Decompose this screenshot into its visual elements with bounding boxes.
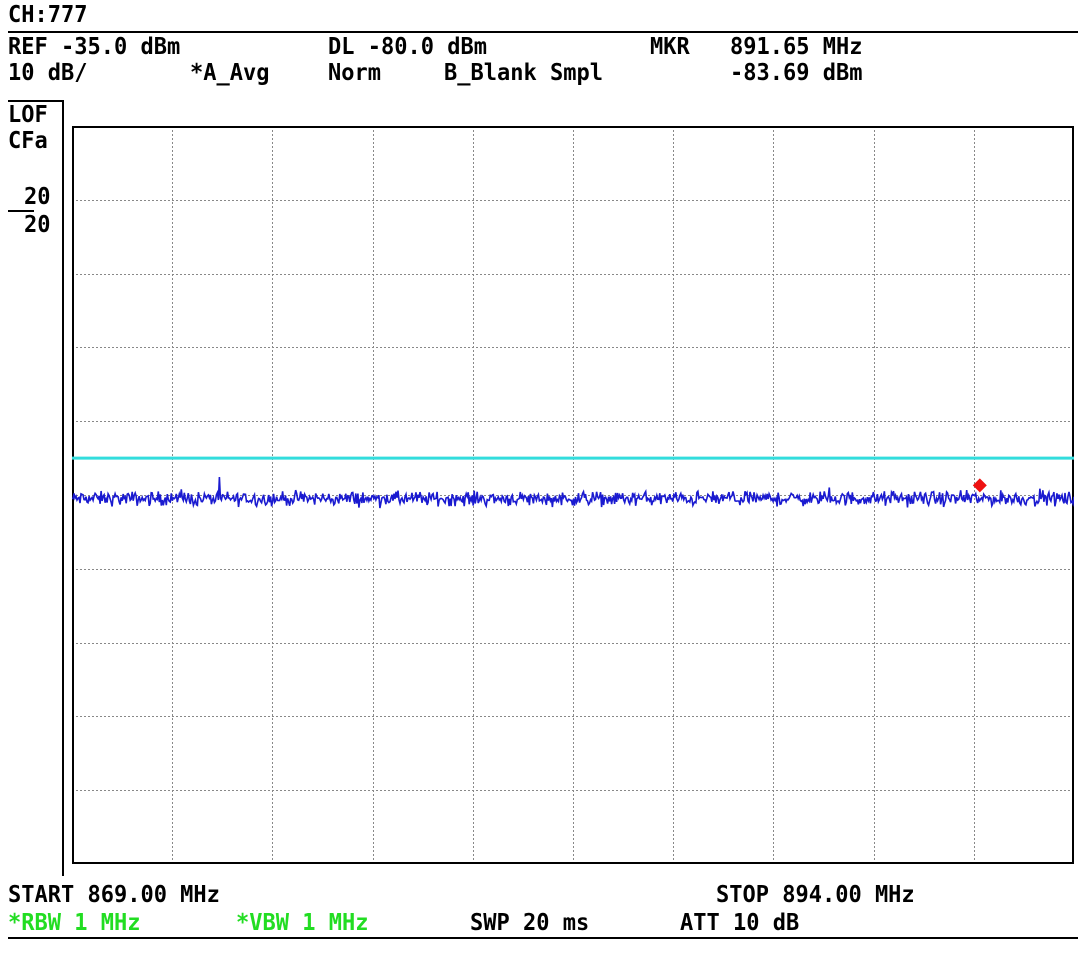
sweep-time: SWP 20 ms bbox=[470, 909, 590, 937]
resolution-bandwidth: *RBW 1 MHz bbox=[8, 909, 141, 937]
average-count-divider bbox=[8, 210, 34, 212]
header-divider bbox=[8, 31, 1078, 33]
marker-frequency: 891.65 MHz bbox=[730, 33, 863, 61]
marker-level: -83.69 dBm bbox=[730, 59, 863, 87]
trace-a bbox=[72, 476, 1074, 509]
marker-diamond bbox=[972, 478, 987, 493]
trace-b-mode: B_Blank Smpl bbox=[444, 59, 603, 87]
average-count-target: 20 bbox=[24, 211, 51, 239]
average-count-current: 20 bbox=[24, 183, 51, 211]
lof-indicator: LOF bbox=[8, 101, 48, 129]
marker-label: MKR bbox=[650, 33, 690, 61]
ref-level: REF -35.0 dBm bbox=[8, 33, 181, 61]
display-line-level: DL -80.0 dBm bbox=[328, 33, 487, 61]
video-bandwidth: *VBW 1 MHz bbox=[236, 909, 369, 937]
attenuation: ATT 10 dB bbox=[680, 909, 800, 937]
footer-divider bbox=[8, 937, 1078, 939]
stop-frequency: STOP 894.00 MHz bbox=[716, 881, 915, 909]
cfa-indicator: CFa bbox=[8, 127, 48, 155]
trace-a-mode: *A_Avg bbox=[190, 59, 270, 87]
scale-per-div: 10 dB/ bbox=[8, 59, 88, 87]
side-top-rule bbox=[8, 100, 64, 102]
detector-mode: Norm bbox=[328, 59, 381, 87]
spectrum-display[interactable] bbox=[72, 126, 1074, 864]
spectrum-plot bbox=[72, 126, 1074, 864]
side-panel-divider bbox=[62, 100, 64, 876]
start-frequency: START 869.00 MHz bbox=[8, 881, 220, 909]
channel-label: CH:777 bbox=[8, 1, 88, 29]
